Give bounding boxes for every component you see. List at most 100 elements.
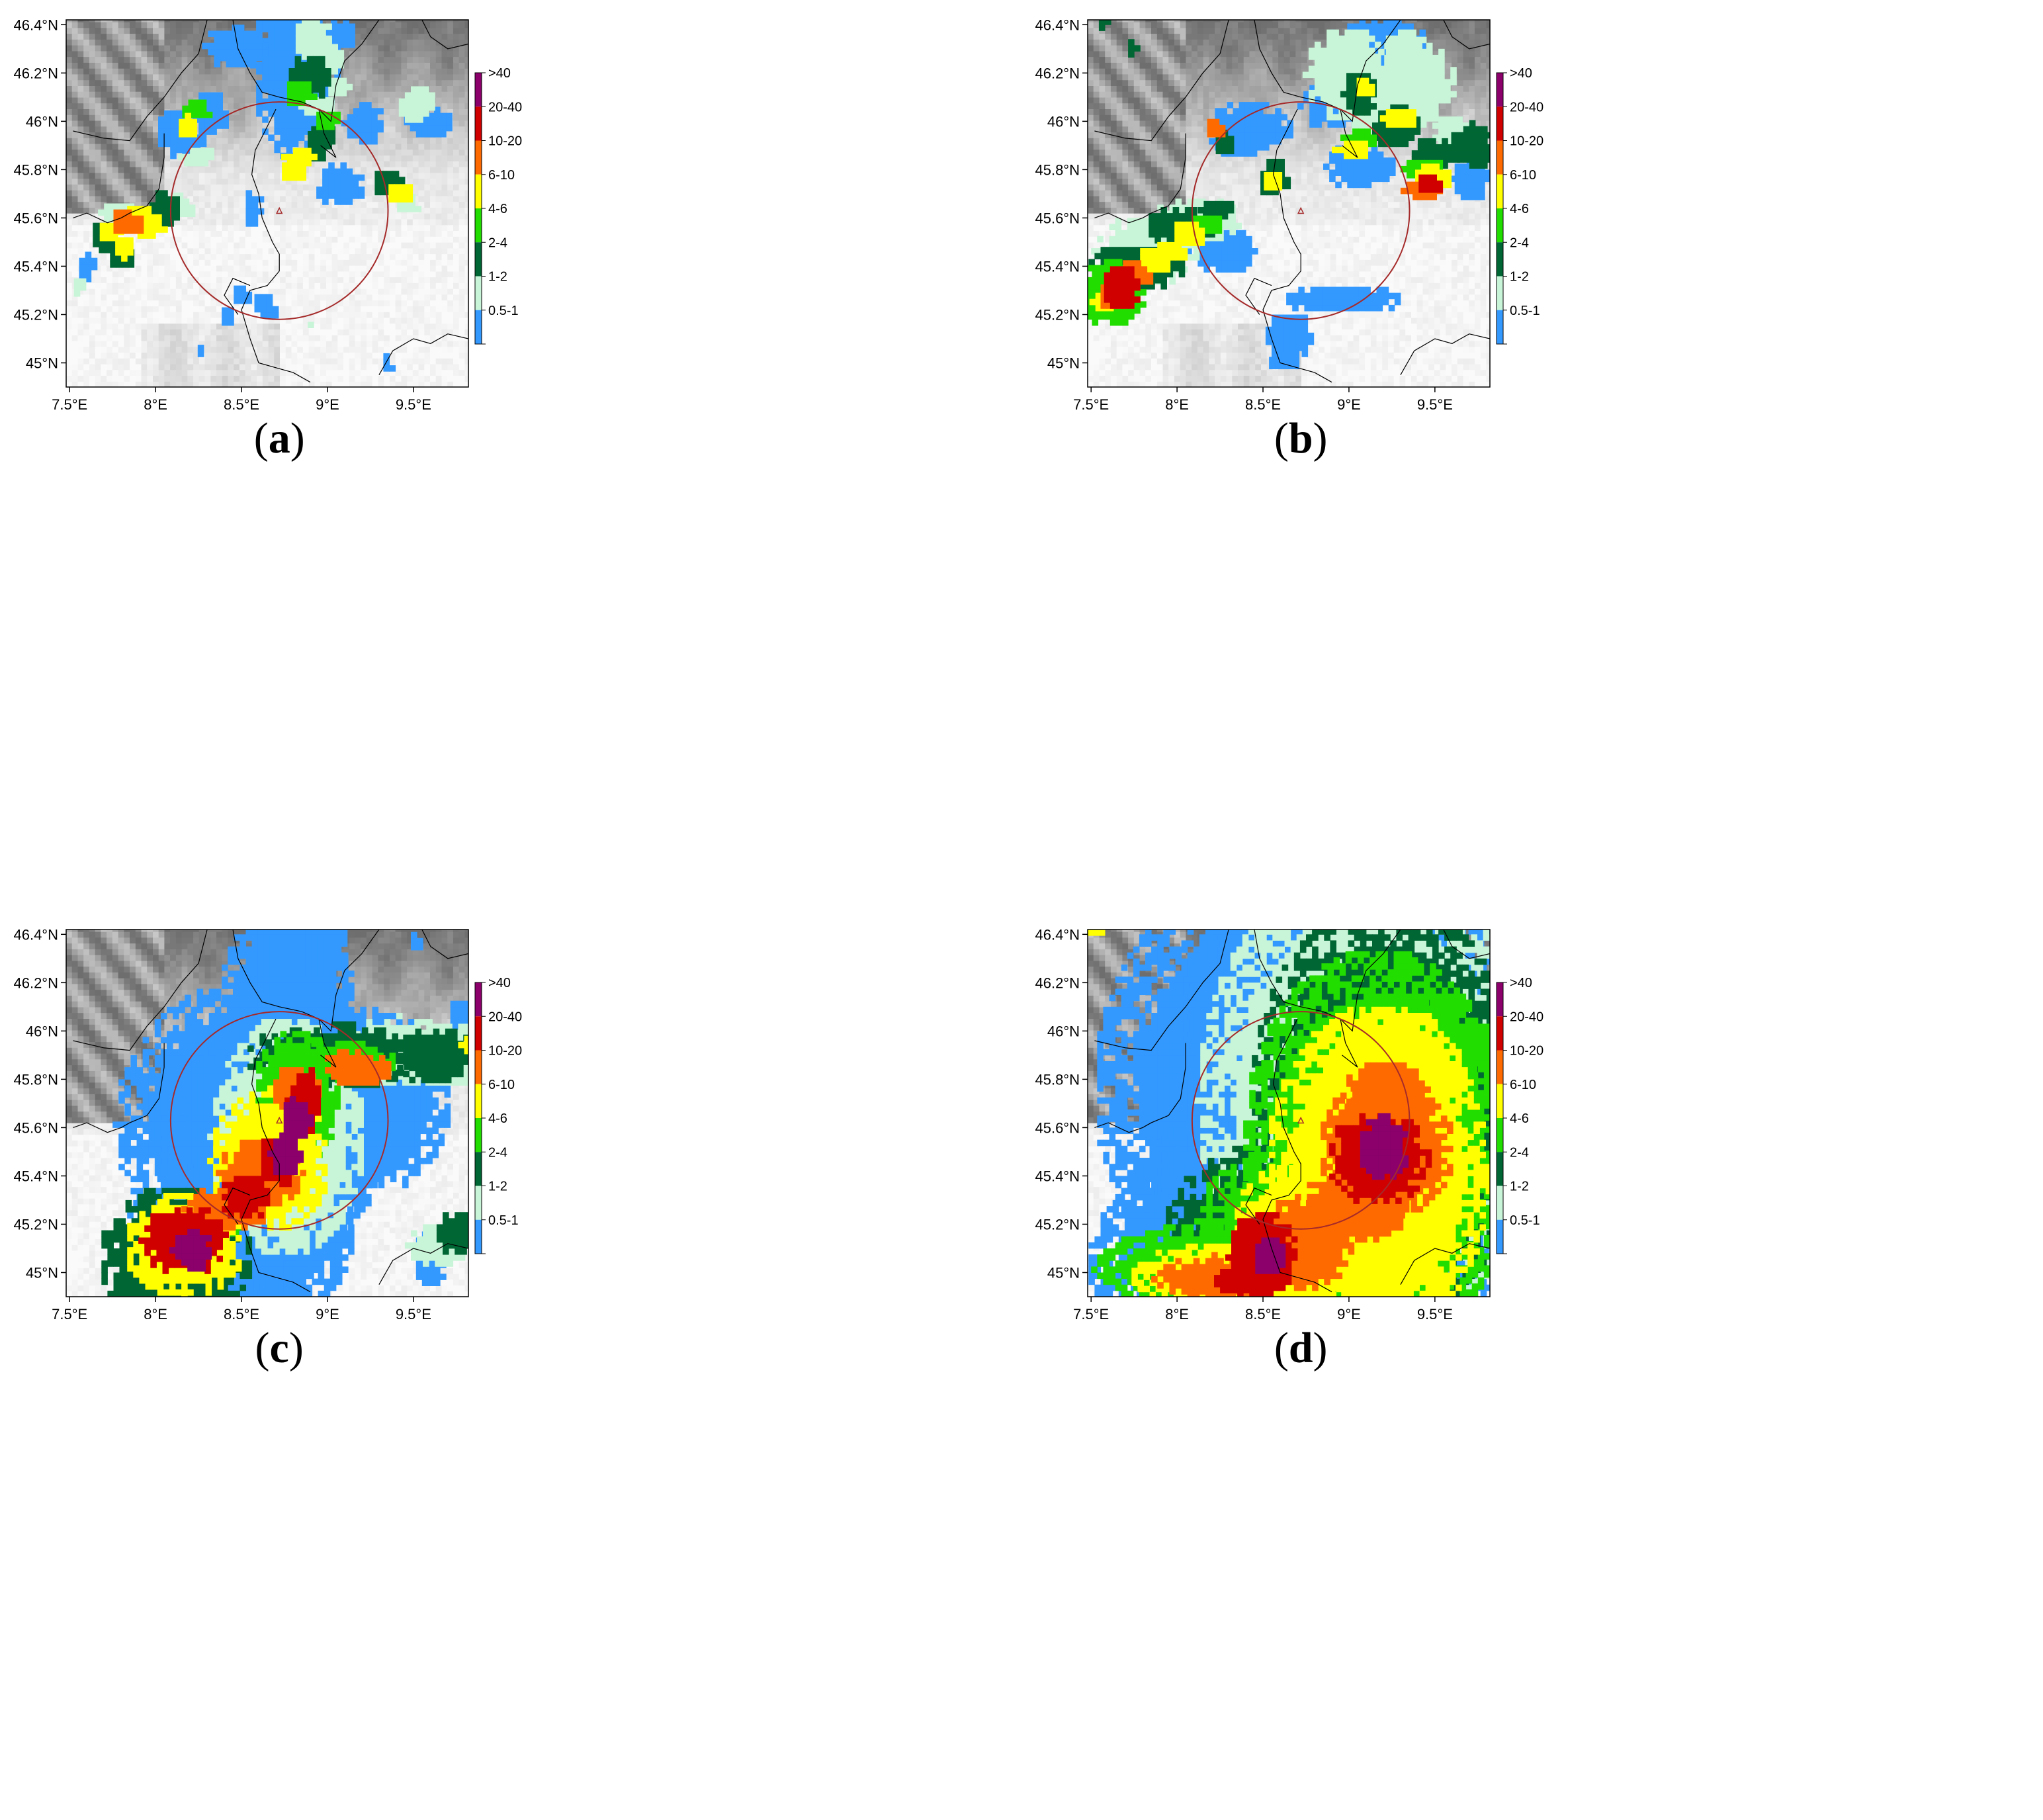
precip-pixel [1356, 41, 1364, 48]
precip-pixel [268, 80, 275, 87]
precip-pixel [1433, 163, 1440, 170]
precip-pixel [1356, 83, 1364, 91]
precip-pixel [1466, 175, 1473, 183]
precip-pixel [1269, 357, 1276, 363]
precip-pixel [334, 186, 341, 193]
precip-pixel [1246, 254, 1252, 261]
precip-pixel [1326, 77, 1333, 85]
precip-pixel [274, 68, 281, 75]
precip-pixel [136, 1170, 144, 1176]
precip-pixel [264, 1303, 271, 1309]
precip-pixel [1385, 121, 1393, 128]
precip-pixel [334, 83, 341, 91]
legend-label: 4-6 [1510, 202, 1529, 216]
precip-pixel [196, 1006, 204, 1014]
precip-pixel [1341, 157, 1348, 164]
precip-pixel [119, 221, 126, 228]
precip-pixel [139, 206, 146, 212]
precip-pixel [272, 306, 279, 313]
precip-pixel [316, 124, 323, 130]
precip-pixel [1410, 35, 1416, 42]
precip-pixel [167, 1049, 173, 1056]
precip-pixel [1424, 144, 1430, 151]
precip-pixel [340, 198, 347, 205]
legend-swatch [475, 140, 482, 175]
precip-pixel [326, 44, 332, 51]
precip-pixel [1450, 128, 1457, 135]
precip-pixel [1364, 124, 1370, 132]
precip-pixel [280, 122, 287, 129]
precip-pixel [167, 1006, 173, 1014]
precip-pixel [1263, 138, 1270, 145]
precip-pixel [343, 20, 349, 24]
precip-pixel [188, 105, 195, 112]
precip-pixel [440, 118, 447, 126]
precip-pixel [300, 62, 308, 69]
precip-pixel [173, 1073, 179, 1080]
precip-pixel [232, 54, 239, 62]
precip-pixel [1445, 181, 1452, 189]
precip-pixel [1359, 169, 1366, 176]
precip-pixel [228, 313, 234, 320]
precip-pixel [1346, 292, 1353, 300]
precip-pixel [1475, 162, 1482, 169]
precip-pixel [179, 1043, 185, 1050]
precip-pixel [331, 50, 338, 57]
precip-pixel [1364, 298, 1371, 306]
precip-pixel [1302, 71, 1309, 79]
precip-pixel [308, 322, 314, 328]
precip-pixel [136, 1103, 144, 1110]
precip-pixel [305, 153, 312, 161]
precip-pixel [288, 1290, 294, 1297]
precip-pixel [1187, 254, 1194, 261]
precip-pixel [262, 42, 269, 50]
precip-pixel [148, 1073, 155, 1080]
precip-pixel [245, 190, 253, 196]
precip-pixel [383, 353, 390, 360]
precip-pixel [316, 8, 323, 15]
precip-pixel [1154, 237, 1161, 244]
precip-pixel [150, 220, 156, 227]
precip-pixel [1287, 351, 1293, 357]
precip-pixel [1104, 313, 1111, 320]
precip-pixel [1097, 236, 1104, 243]
precip-pixel [1229, 222, 1236, 230]
precip-pixel [1384, 103, 1391, 110]
precip-pixel [274, 26, 281, 32]
precip-pixel [1450, 73, 1457, 79]
precip-pixel [1350, 41, 1358, 48]
precip-pixel [1134, 289, 1141, 296]
precip-pixel [359, 102, 366, 108]
precip-pixel [256, 48, 263, 56]
precip-pixel [337, 23, 343, 30]
precip-pixel [1442, 144, 1448, 151]
precip-pixel [403, 206, 410, 212]
precip-pixel [124, 1073, 131, 1080]
precip-pixel [280, 134, 287, 141]
precip-pixel [113, 221, 120, 228]
precip-pixel [386, 177, 394, 183]
precip-pixel [1209, 231, 1215, 238]
precip-pixel [112, 1121, 119, 1128]
precip-pixel [1186, 228, 1193, 234]
precip-pixel [304, 97, 311, 104]
precip-pixel [314, 20, 320, 24]
precip-pixel [1227, 102, 1234, 108]
precip-pixel [1135, 272, 1142, 279]
precip-pixel [1275, 126, 1282, 133]
precip-pixel [328, 174, 335, 181]
precip-pixel [1149, 283, 1155, 290]
precip-pixel [1377, 163, 1384, 170]
precip-pixel [124, 1145, 131, 1152]
precip-pixel [1430, 193, 1437, 200]
precip-pixel [286, 8, 293, 15]
precip-pixel [1370, 298, 1377, 306]
precip-pixel [194, 111, 201, 118]
precip-pixel [1438, 79, 1445, 86]
precip-pixel [1326, 65, 1333, 72]
precip-pixel [294, 174, 300, 181]
precip-pixel [1438, 85, 1445, 92]
precip-pixel [349, 41, 355, 48]
precip-pixel [1475, 150, 1482, 157]
precip-pixel [1263, 132, 1270, 139]
